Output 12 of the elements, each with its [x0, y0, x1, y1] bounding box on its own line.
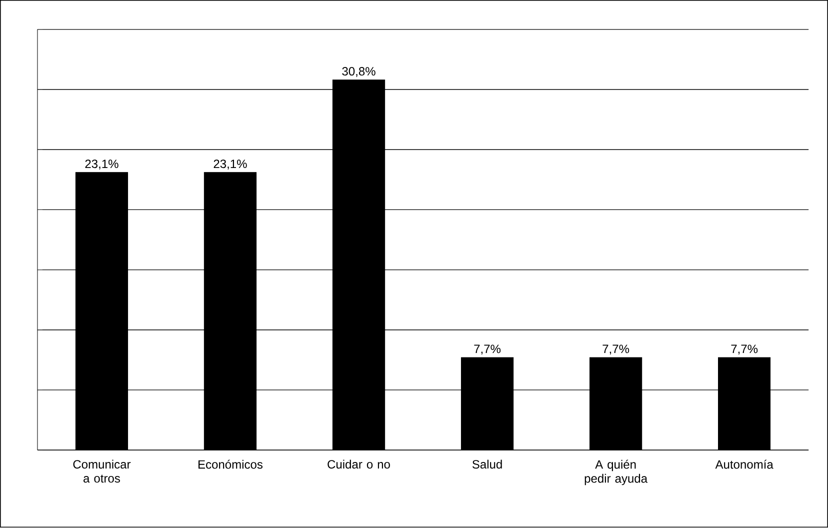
- x-tick-label: Salud: [472, 460, 502, 469]
- x-tick-label: Cuidar o no: [328, 460, 390, 469]
- data-label: 7,7%: [731, 344, 758, 355]
- x-tick-label: Económicos: [198, 460, 263, 469]
- x-tick-label: Autonomía: [715, 460, 774, 469]
- data-label: 7,7%: [602, 344, 630, 355]
- x-tick-label: Comunicar a otros: [73, 460, 131, 483]
- data-label: 30,8%: [342, 67, 376, 78]
- x-tick-label: A quién pedir ayuda: [584, 460, 648, 486]
- data-label: 7,7%: [474, 344, 501, 355]
- data-label: 23,1%: [85, 160, 118, 170]
- data-label: 23,1%: [214, 160, 247, 170]
